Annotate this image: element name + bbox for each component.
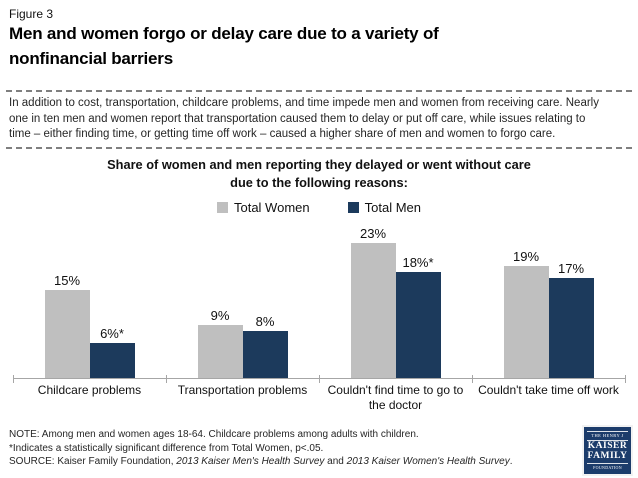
bar: 9% bbox=[197, 308, 243, 378]
bar-value-label: 9% bbox=[210, 308, 230, 323]
plot-area: 15% 6%* 9% 8% 23% 18%* 19% 17% bbox=[13, 220, 626, 383]
category-label: Childcare problems bbox=[37, 383, 142, 397]
title-line-2: nonfinancial barriers bbox=[9, 49, 173, 68]
logo-line-family: FAMILY bbox=[587, 451, 628, 461]
bar: 17% bbox=[548, 261, 594, 378]
bar-value-label: 6%* bbox=[100, 326, 124, 341]
figure-number: Figure 3 bbox=[9, 7, 54, 21]
bar-value-label: 15% bbox=[53, 273, 81, 288]
intro-line-3: time – either finding time, or getting t… bbox=[9, 128, 556, 140]
source-text: SOURCE: Kaiser Family Foundation, bbox=[9, 456, 177, 467]
category-label: Couldn't take time off work bbox=[478, 383, 619, 397]
bar: 8% bbox=[242, 314, 288, 378]
axis-tick bbox=[13, 375, 14, 383]
category-label: Transportation problems bbox=[177, 383, 308, 397]
legend-label: Total Men bbox=[364, 200, 421, 215]
source-line: SOURCE: Kaiser Family Foundation, 2013 K… bbox=[9, 455, 568, 469]
chart-title-line-2: due to the following reasons: bbox=[230, 175, 408, 190]
bar: 15% bbox=[44, 273, 90, 378]
bar: 18%* bbox=[395, 255, 441, 378]
title-line-1: Men and women forgo or delay care due to… bbox=[9, 24, 439, 43]
kaiser-family-foundation-logo: THE HENRY J KAISER FAMILY FOUNDATION bbox=[582, 425, 633, 476]
bar-value-label: 18%* bbox=[402, 255, 434, 270]
logo-line-kaiser: KAISER bbox=[587, 440, 628, 451]
axis-tick bbox=[472, 375, 473, 383]
axis-tick bbox=[166, 375, 167, 383]
source-text: . bbox=[509, 456, 513, 467]
logo-line-henry: THE HENRY J bbox=[587, 430, 628, 441]
bar: 6%* bbox=[89, 326, 135, 378]
intro-line-2: one in ten men and women report that tra… bbox=[9, 112, 586, 125]
category-label: Couldn't find time to go to the doctor bbox=[327, 383, 464, 412]
source-text: and bbox=[324, 456, 347, 467]
bar-value-label: 8% bbox=[255, 314, 275, 329]
chart-legend: Total Women Total Men bbox=[0, 200, 638, 215]
significance-note: *Indicates a statistically significant d… bbox=[9, 442, 324, 454]
note-line: NOTE: Among men and women ages 18-64. Ch… bbox=[9, 429, 419, 440]
category-axis-labels: Childcare problems Transportation problem… bbox=[13, 383, 625, 413]
intro-line-1: In addition to cost, transportation, chi… bbox=[9, 97, 599, 109]
source-survey-title: 2013 Kaiser Women's Health Survey bbox=[346, 456, 510, 467]
bar-group: 9% 8% bbox=[166, 220, 319, 378]
logo-line-foundation: FOUNDATION bbox=[587, 462, 628, 471]
bar-value-label: 17% bbox=[557, 261, 585, 276]
bar: 19% bbox=[503, 249, 549, 378]
legend-label: Total Women bbox=[233, 200, 310, 215]
intro-text-box: In addition to cost, transportation, chi… bbox=[6, 90, 632, 149]
legend-swatch-icon bbox=[347, 202, 359, 213]
bar-value-label: 23% bbox=[359, 226, 387, 241]
axis-tick bbox=[625, 375, 626, 383]
chart-title: Share of women and men reporting they de… bbox=[0, 156, 638, 192]
source-survey-title: 2013 Kaiser Men's Health Survey bbox=[176, 456, 325, 467]
footnotes: NOTE: Among men and women ages 18-64. Ch… bbox=[9, 428, 568, 469]
legend-item: Total Men bbox=[347, 200, 421, 215]
axis-tick bbox=[319, 375, 320, 383]
legend-item: Total Women bbox=[216, 200, 310, 215]
bar: 23% bbox=[350, 226, 396, 378]
page-title: Men and women forgo or delay care due to… bbox=[9, 21, 630, 71]
bar-group: 23% 18%* bbox=[319, 220, 472, 378]
chart-title-line-1: Share of women and men reporting they de… bbox=[107, 157, 531, 172]
bar-value-label: 19% bbox=[512, 249, 540, 264]
bar-group: 19% 17% bbox=[472, 220, 625, 378]
bar-group: 15% 6%* bbox=[13, 220, 166, 378]
legend-swatch-icon bbox=[216, 202, 228, 213]
